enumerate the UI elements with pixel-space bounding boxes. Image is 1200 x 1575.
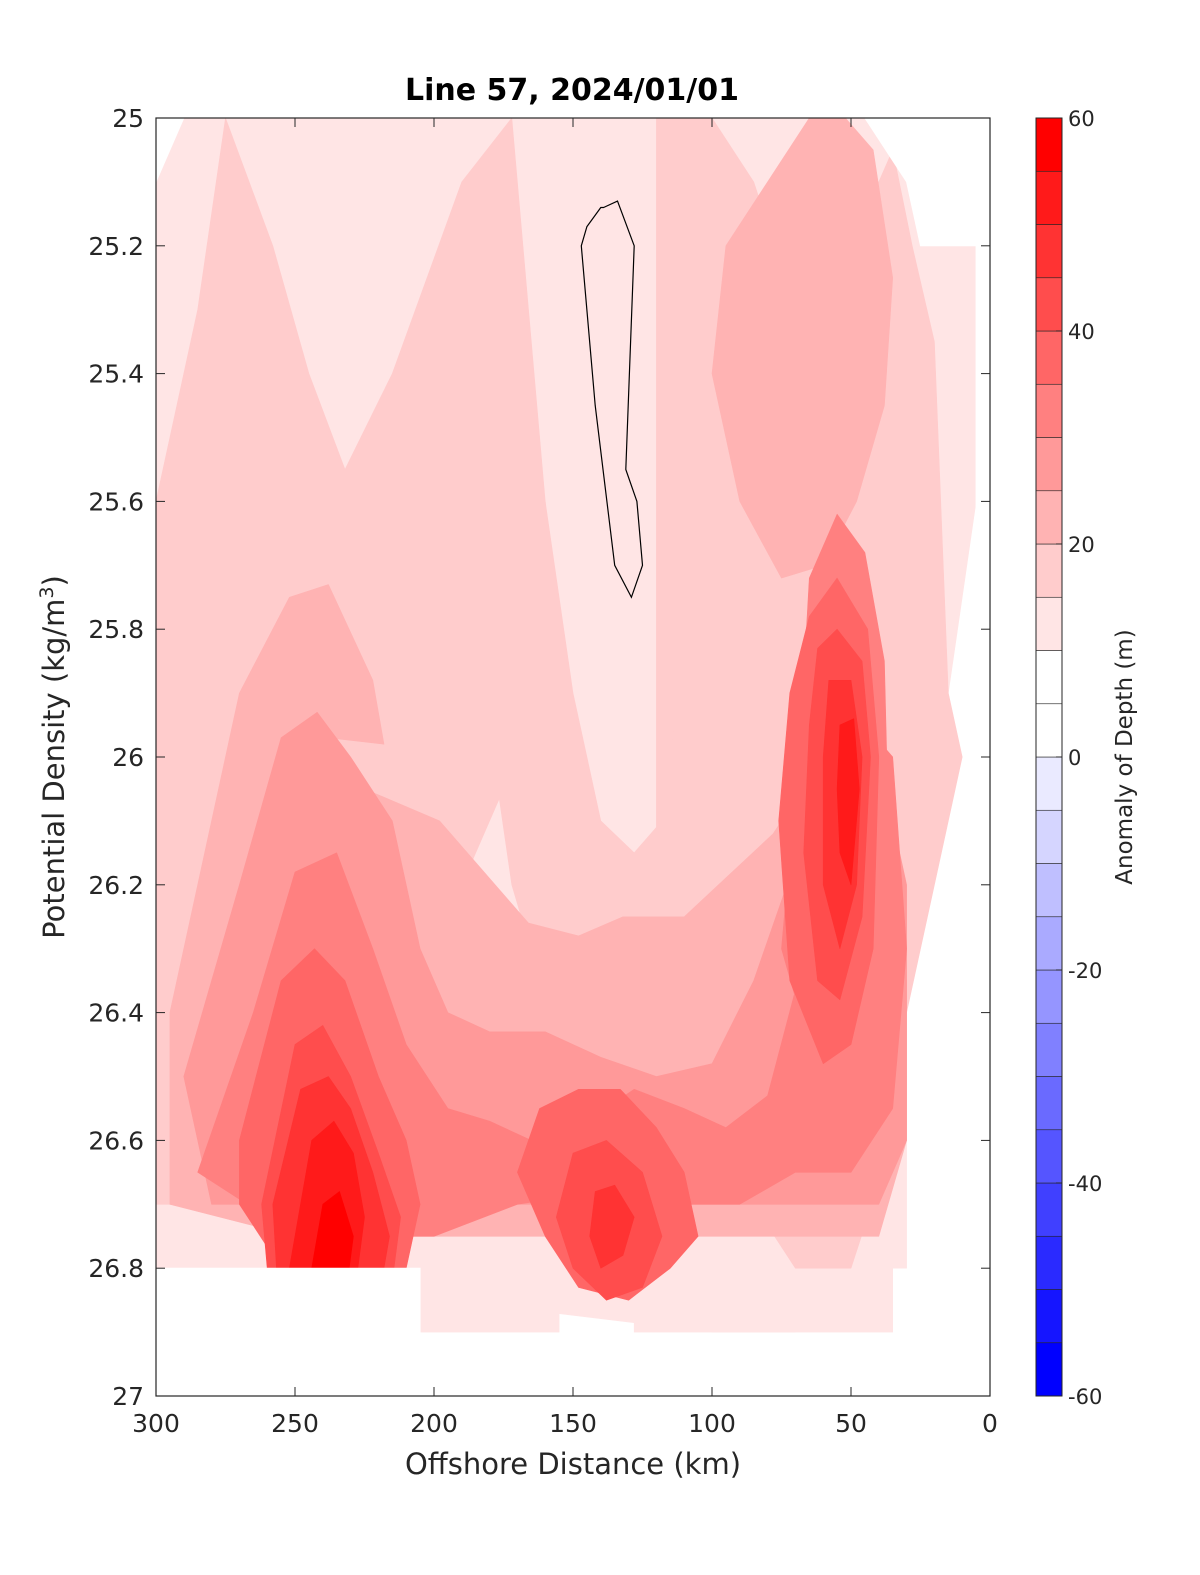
colorbar-bin bbox=[1035, 1129, 1063, 1184]
colorbar-tick-label: 60 bbox=[1068, 107, 1095, 131]
x-tick-label: 0 bbox=[982, 1409, 998, 1438]
y-tick-label: 27 bbox=[112, 1382, 144, 1411]
colorbar-label: Anomaly of Depth (m) bbox=[1112, 629, 1138, 884]
colorbar-ticks: 60 40 20 0 -20 -40 -60 bbox=[1056, 107, 1102, 1409]
colorbar-tick-label: -40 bbox=[1068, 1172, 1102, 1196]
colorbar-bin bbox=[1035, 170, 1063, 225]
y-axis: 25 25.2 25.4 25.6 25.8 26 26.2 26.4 26.6 26.8 27 bbox=[88, 104, 990, 1411]
y-tick-label: 26 bbox=[112, 743, 144, 772]
y-axis-label-superscript: 3 bbox=[36, 586, 58, 598]
colorbar-bin bbox=[1035, 1235, 1063, 1290]
y-axis-label: Potential Density (kg/m3) bbox=[36, 575, 71, 939]
colorbar-bin bbox=[1035, 1342, 1063, 1397]
x-axis: 300 250 200 150 100 50 0 bbox=[132, 118, 998, 1438]
no-data-mask-3 bbox=[975, 245, 990, 1396]
colorbar-bin bbox=[1035, 1076, 1063, 1131]
y-axis-label-close: ) bbox=[37, 575, 71, 586]
colorbar-bin bbox=[1035, 1022, 1063, 1077]
colorbar-bin bbox=[1035, 703, 1063, 758]
colorbar-bin bbox=[1035, 863, 1063, 918]
contour-region-45-18 bbox=[589, 1184, 635, 1269]
x-tick-label: 250 bbox=[271, 1409, 319, 1438]
colorbar-bin bbox=[1035, 756, 1063, 811]
colorbar-bin bbox=[1035, 117, 1063, 172]
x-tick-label: 150 bbox=[549, 1409, 597, 1438]
colorbar-bin bbox=[1035, 437, 1063, 492]
colorbar-bin bbox=[1035, 650, 1063, 705]
zero-contour-line bbox=[580, 200, 644, 599]
colorbar-bin bbox=[1035, 490, 1063, 545]
y-tick-label: 26.4 bbox=[88, 999, 144, 1028]
colorbar-bin bbox=[1035, 809, 1063, 864]
colorbar-tick-label: -20 bbox=[1068, 959, 1102, 983]
contour-region-20-7 bbox=[711, 118, 893, 579]
y-axis-label-base: Potential Density (kg/m bbox=[37, 599, 71, 939]
colorbar-bin bbox=[1035, 543, 1063, 598]
colorbar-bin bbox=[1035, 596, 1063, 651]
contour-region-50-21 bbox=[836, 718, 860, 886]
y-tick-label: 25.4 bbox=[88, 360, 144, 389]
colorbar-tick-label: 40 bbox=[1068, 320, 1095, 344]
colorbar-bin bbox=[1035, 916, 1063, 971]
y-tick-label: 26.2 bbox=[88, 871, 144, 900]
y-tick-label: 26.6 bbox=[88, 1126, 144, 1155]
colorbar-tick-label: -60 bbox=[1068, 1385, 1102, 1409]
colorbar-bin bbox=[1035, 330, 1063, 385]
data-mask bbox=[156, 118, 990, 1396]
x-axis-label: Offshore Distance (km) bbox=[405, 1447, 741, 1481]
x-tick-label: 50 bbox=[835, 1409, 867, 1438]
y-tick-label: 25.6 bbox=[88, 487, 144, 516]
colorbar-bin bbox=[1035, 1289, 1063, 1344]
x-tick-label: 300 bbox=[132, 1409, 180, 1438]
no-data-mask-1 bbox=[156, 118, 198, 183]
colorbar-bin bbox=[1035, 1182, 1063, 1237]
y-tick-label: 26.8 bbox=[88, 1254, 144, 1283]
y-tick-label: 25.8 bbox=[88, 615, 144, 644]
y-tick-label: 25 bbox=[112, 104, 144, 133]
colorbar-tick-label: 0 bbox=[1068, 746, 1081, 770]
no-data-mask-2 bbox=[864, 118, 990, 247]
chart-title: Line 57, 2024/01/01 bbox=[405, 73, 739, 108]
colorbar-bin bbox=[1035, 969, 1063, 1024]
x-tick-label: 100 bbox=[688, 1409, 736, 1438]
colorbar: 60 40 20 0 -20 -40 -60 bbox=[1035, 107, 1102, 1409]
colorbar-bin bbox=[1035, 224, 1063, 279]
zero-contour-path bbox=[580, 200, 644, 599]
colorbar-bin bbox=[1035, 383, 1063, 438]
x-tick-label: 200 bbox=[410, 1409, 458, 1438]
y-tick-label: 25.2 bbox=[88, 232, 144, 261]
colorbar-bin bbox=[1035, 277, 1063, 332]
colorbar-tick-label: 20 bbox=[1068, 533, 1095, 557]
no-data-mask-0 bbox=[156, 1267, 421, 1396]
contour-fill bbox=[156, 118, 977, 1333]
plot-area: 300 250 200 150 100 50 0 2525.225.425.625.8262… bbox=[88, 104, 998, 1438]
